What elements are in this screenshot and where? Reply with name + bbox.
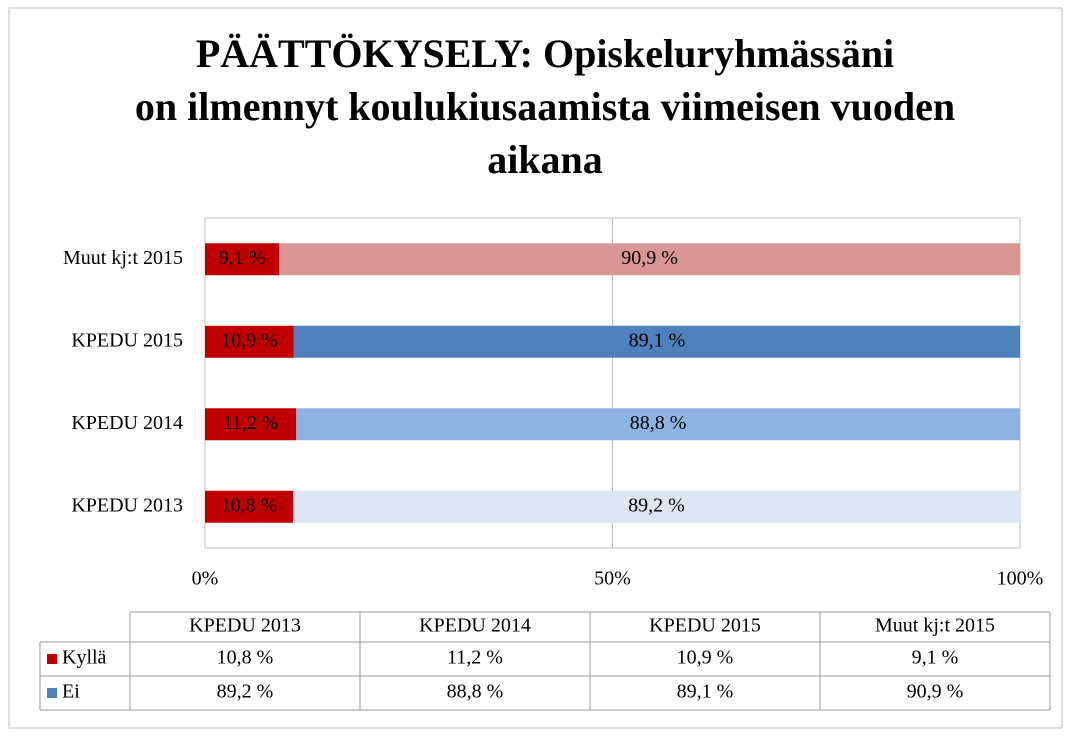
- table-cell: 88,8 %: [447, 681, 504, 703]
- y-tick-label: KPEDU 2013: [71, 494, 183, 516]
- bar-segment: [296, 408, 1020, 441]
- y-tick-label: Muut kj:t 2015: [63, 247, 183, 269]
- table-cell: 10,8 %: [217, 647, 274, 669]
- table-cell: 11,2 %: [447, 647, 503, 669]
- table-cell: 89,1 %: [677, 681, 734, 703]
- bar-segment: [205, 243, 280, 276]
- x-tick-label: 0%: [192, 568, 219, 590]
- bar-segment: [293, 325, 1021, 358]
- data-label: 10,8 %: [221, 494, 278, 516]
- x-tick-label: 50%: [594, 568, 631, 590]
- table-cell: 90,9 %: [907, 681, 964, 703]
- data-table: KPEDU 2013 KPEDU 2014 KPEDU 2015 Muut kj:t …: [39, 611, 1051, 711]
- legend-label: Kyllä: [62, 647, 107, 669]
- x-tick-label: 100%: [997, 568, 1044, 590]
- y-tick-label: KPEDU 2015: [71, 329, 183, 351]
- bar-segment: [205, 325, 294, 358]
- data-label: 10,9 %: [221, 329, 278, 351]
- bar-segment: [205, 408, 297, 441]
- table-cell: 9,1 %: [912, 647, 959, 669]
- legend-marker: [47, 654, 57, 664]
- legend-label: Ei: [62, 681, 80, 703]
- bar-segment: [205, 490, 294, 523]
- chart-frame: [8, 7, 1063, 729]
- bar-segment: [293, 490, 1020, 523]
- data-label: 9,1 %: [219, 247, 266, 269]
- legend-marker: [47, 688, 57, 698]
- table-cell: 10,9 %: [677, 647, 734, 669]
- table-header: KPEDU 2013: [189, 615, 301, 637]
- table-header: Muut kj:t 2015: [875, 615, 995, 637]
- table-cell: 89,2 %: [217, 681, 274, 703]
- bar-segment: [279, 243, 1020, 276]
- chart-title: PÄÄTTÖKYSELY: Opiskeluryhmässäni on ilmen…: [135, 31, 955, 182]
- data-label: 89,2 %: [628, 494, 685, 516]
- y-tick-label: KPEDU 2014: [71, 412, 183, 434]
- table-header: KPEDU 2014: [419, 615, 531, 637]
- table-header: KPEDU 2015: [649, 615, 761, 637]
- data-label: 88,8 %: [630, 412, 687, 434]
- data-label: 11,2 %: [223, 412, 279, 434]
- data-label: 90,9 %: [621, 247, 678, 269]
- data-label: 89,1 %: [629, 329, 686, 351]
